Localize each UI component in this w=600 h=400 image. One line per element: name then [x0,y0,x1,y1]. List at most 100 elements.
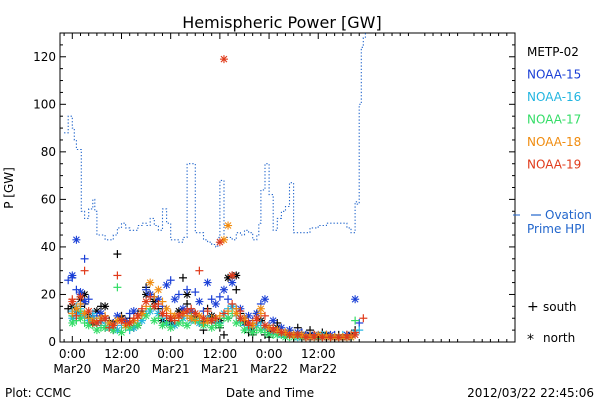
south-marker [154,314,163,323]
south-marker [215,292,224,301]
x-tick-time-label: 12:00 [301,347,336,361]
north-marker [76,292,85,301]
legend-entry-metp-02: METP-02 [527,45,579,59]
south-marker [68,295,77,304]
south-marker [228,299,237,308]
x-axis-label: Date and Time [226,386,314,400]
south-marker [334,333,343,342]
south-marker [64,276,73,285]
south-marker [125,309,134,318]
x-tick-time-label: 0:00 [59,347,86,361]
north-marker [166,323,175,332]
north-marker [199,314,208,323]
south-marker [64,304,73,313]
south-marker [191,316,200,325]
x-tick-date-label: Mar22 [250,362,288,376]
south-marker [322,330,331,339]
north-marker [125,318,134,327]
south-marker [285,330,294,339]
y-tick-label: 120 [33,50,56,64]
south-marker [113,250,122,259]
south-marker [260,328,269,337]
south-marker [191,288,200,297]
north-marker [203,278,212,287]
south-marker [88,309,97,318]
south-marker [211,321,220,330]
south-marker [113,271,122,280]
legend: METP-02 NOAA-15 NOAA-16 NOAA-17 NOAA-18 NOAA-… [513,45,592,348]
north-marker [191,309,200,318]
plot-frame [59,32,516,343]
chart-title: Hemispheric Power [GW] [182,13,381,32]
south-marker [252,316,261,325]
south-marker [137,304,146,313]
south-marker [244,321,253,330]
south-marker [351,328,360,337]
model-legend-line1: Ovation [545,208,592,222]
model-legend-line2: Prime HPI [527,222,585,236]
south-marker [203,307,212,316]
south-marker [211,314,220,323]
north-marker-symbol: * [527,332,534,348]
south-marker [72,285,81,294]
south-marker [232,304,241,313]
south-marker [224,295,233,304]
legend-entry-noaa-16: NOAA-16 [527,90,581,104]
south-marker [326,333,335,342]
north-marker [150,302,159,311]
y-tick-label: 40 [41,240,56,254]
south-marker [301,333,310,342]
x-tick-date-label: Mar21 [152,362,190,376]
south-marker [269,323,278,332]
south-marker [158,297,167,306]
south-marker [215,311,224,320]
y-tick-label: 100 [33,97,56,111]
north-marker [211,299,220,308]
south-marker [80,266,89,275]
observation-layer [64,55,368,342]
north-marker [72,304,81,313]
north-marker [215,321,224,330]
legend-entry-noaa-15: NOAA-15 [527,68,581,82]
south-marker [162,311,171,320]
north-marker [260,321,269,330]
south-marker-symbol: + [527,299,539,315]
north-marker [240,326,249,335]
north-marker [260,295,269,304]
south-marker [318,333,327,342]
north-marker [162,280,171,289]
ovation-prime-hpi-line [64,33,366,248]
south-marker [359,314,368,323]
south-marker [351,316,360,325]
south-marker [187,304,196,313]
south-marker-label: south [543,300,577,314]
north-marker [219,285,228,294]
x-tick-time-label: 12:00 [104,347,139,361]
north-marker [142,297,151,306]
south-marker [72,311,81,320]
south-marker [96,316,105,325]
south-marker [80,254,89,263]
south-marker [293,330,302,339]
x-tick-time-label: 0:00 [157,347,184,361]
south-marker [68,309,77,318]
x-tick-date-label: Mar22 [299,362,337,376]
south-marker [256,309,265,318]
south-marker [232,285,241,294]
north-marker [224,221,233,230]
legend-entry-noaa-17: NOAA-17 [527,113,581,127]
y-axis-label: P [GW] [2,167,16,209]
south-marker [219,330,228,339]
north-marker [219,55,228,64]
x-tick-date-label: Mar21 [201,362,239,376]
plot-border [59,32,516,343]
timestamp: 2012/03/22 22:45:06 [467,386,594,400]
south-marker [146,304,155,313]
south-marker [178,273,187,282]
north-marker [228,271,237,280]
south-marker [154,299,163,308]
south-marker [224,307,233,316]
north-marker [351,295,360,304]
legend-entry-noaa-19: NOAA-19 [527,158,581,172]
south-marker [88,318,97,327]
